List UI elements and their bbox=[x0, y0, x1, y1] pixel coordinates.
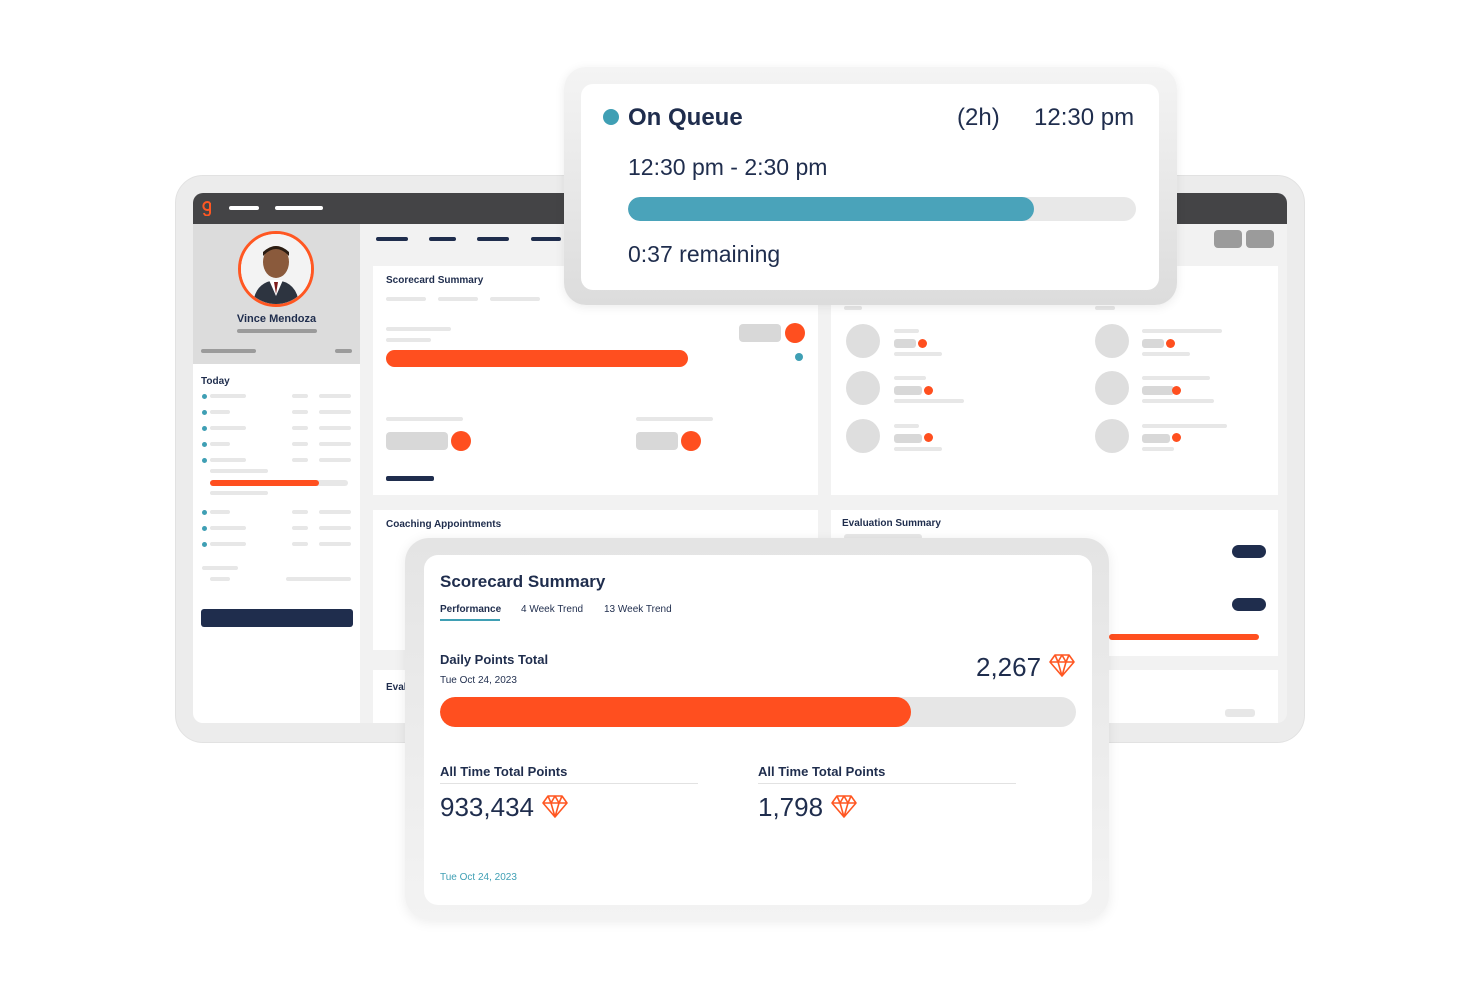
panel-title: Evaluation Summary bbox=[842, 518, 941, 529]
nav-placeholder[interactable] bbox=[229, 206, 259, 210]
queue-time: 12:30 pm bbox=[1034, 104, 1135, 131]
brand-logo-icon[interactable] bbox=[201, 200, 213, 217]
queue-progress-track bbox=[628, 197, 1136, 221]
all-time-points-label: All Time Total Points bbox=[440, 764, 568, 779]
progress-bar bbox=[386, 350, 688, 367]
nav-tab[interactable] bbox=[376, 237, 408, 241]
list-bullet bbox=[202, 426, 207, 431]
nav-placeholder[interactable] bbox=[275, 206, 323, 210]
toolbar-button[interactable] bbox=[1246, 230, 1274, 248]
avatar bbox=[1095, 371, 1129, 405]
list-item[interactable] bbox=[210, 510, 230, 514]
daily-points-date: Tue Oct 24, 2023 bbox=[440, 675, 517, 686]
progress-fill bbox=[210, 480, 319, 486]
queue-progress-fill bbox=[628, 197, 1035, 221]
sidebar-action-button[interactable] bbox=[201, 609, 353, 627]
avatar bbox=[846, 324, 880, 358]
list-bullet bbox=[202, 458, 207, 463]
avatar bbox=[1095, 324, 1129, 358]
list-bullet bbox=[202, 510, 207, 515]
list-bullet bbox=[202, 542, 207, 547]
nav-tab[interactable] bbox=[429, 237, 456, 241]
status-indicator-dot bbox=[603, 109, 619, 125]
scorecard-summary-card: Scorecard Summary Performance 4 Week Tre… bbox=[424, 555, 1092, 905]
nav-tab[interactable] bbox=[531, 237, 561, 241]
daily-points-label: Daily Points Total bbox=[440, 652, 549, 667]
avatar bbox=[238, 231, 314, 307]
queue-status: On Queue bbox=[628, 104, 743, 131]
panel-title: Scorecard Summary bbox=[386, 275, 484, 286]
placeholder-line bbox=[237, 329, 317, 333]
queue-time-range: 12:30 pm - 2:30 pm bbox=[628, 154, 828, 180]
queue-status-card: On Queue (2h) 12:30 pm 12:30 pm - 2:30 p… bbox=[581, 84, 1159, 290]
active-tab-underline bbox=[440, 619, 500, 621]
daily-points-progress-fill bbox=[440, 697, 911, 727]
all-time-points-label: All Time Total Points bbox=[758, 764, 886, 779]
list-bullet bbox=[202, 526, 207, 531]
avatar bbox=[846, 419, 880, 453]
tab-4-week-trend[interactable]: 4 Week Trend bbox=[521, 604, 584, 615]
queue-remaining: 0:37 remaining bbox=[628, 241, 781, 267]
daily-points-value: 2,267 bbox=[976, 652, 1042, 682]
all-time-points-value: 933,434 bbox=[440, 792, 534, 822]
list-item[interactable] bbox=[210, 442, 230, 446]
list-bullet bbox=[202, 394, 207, 399]
list-item[interactable] bbox=[210, 526, 246, 530]
progress-bar bbox=[1109, 634, 1259, 640]
placeholder-line bbox=[201, 349, 256, 353]
list-item[interactable] bbox=[210, 426, 246, 430]
diamond-icon bbox=[830, 792, 858, 820]
avatar bbox=[1095, 419, 1129, 453]
avatar bbox=[846, 371, 880, 405]
tab-performance[interactable]: Performance bbox=[440, 604, 502, 615]
footer-date: Tue Oct 24, 2023 bbox=[440, 872, 517, 883]
status-pill bbox=[1232, 598, 1266, 611]
panel-title: Eval bbox=[386, 682, 407, 693]
daily-points-progress-track bbox=[440, 697, 1076, 727]
tab-13-week-trend[interactable]: 13 Week Trend bbox=[604, 604, 672, 615]
status-pill bbox=[1232, 545, 1266, 558]
list-item[interactable] bbox=[210, 410, 230, 414]
divider bbox=[758, 783, 1016, 784]
list-bullet bbox=[202, 410, 207, 415]
divider bbox=[440, 783, 698, 784]
all-time-points-value: 1,798 bbox=[758, 792, 824, 822]
list-bullet bbox=[202, 442, 207, 447]
toolbar-button[interactable] bbox=[1214, 230, 1242, 248]
queue-duration: (2h) bbox=[957, 104, 1000, 131]
diamond-icon bbox=[1048, 651, 1076, 679]
agent-name: Vince Mendoza bbox=[236, 313, 317, 325]
placeholder-line bbox=[335, 349, 352, 353]
nav-tab[interactable] bbox=[477, 237, 509, 241]
diamond-icon bbox=[541, 792, 569, 820]
panel-title: Coaching Appointments bbox=[386, 519, 502, 530]
card-title: Scorecard Summary bbox=[440, 572, 606, 591]
list-item[interactable] bbox=[210, 394, 246, 398]
list-item[interactable] bbox=[210, 542, 246, 546]
list-item[interactable] bbox=[210, 458, 246, 462]
today-heading: Today bbox=[201, 376, 230, 387]
